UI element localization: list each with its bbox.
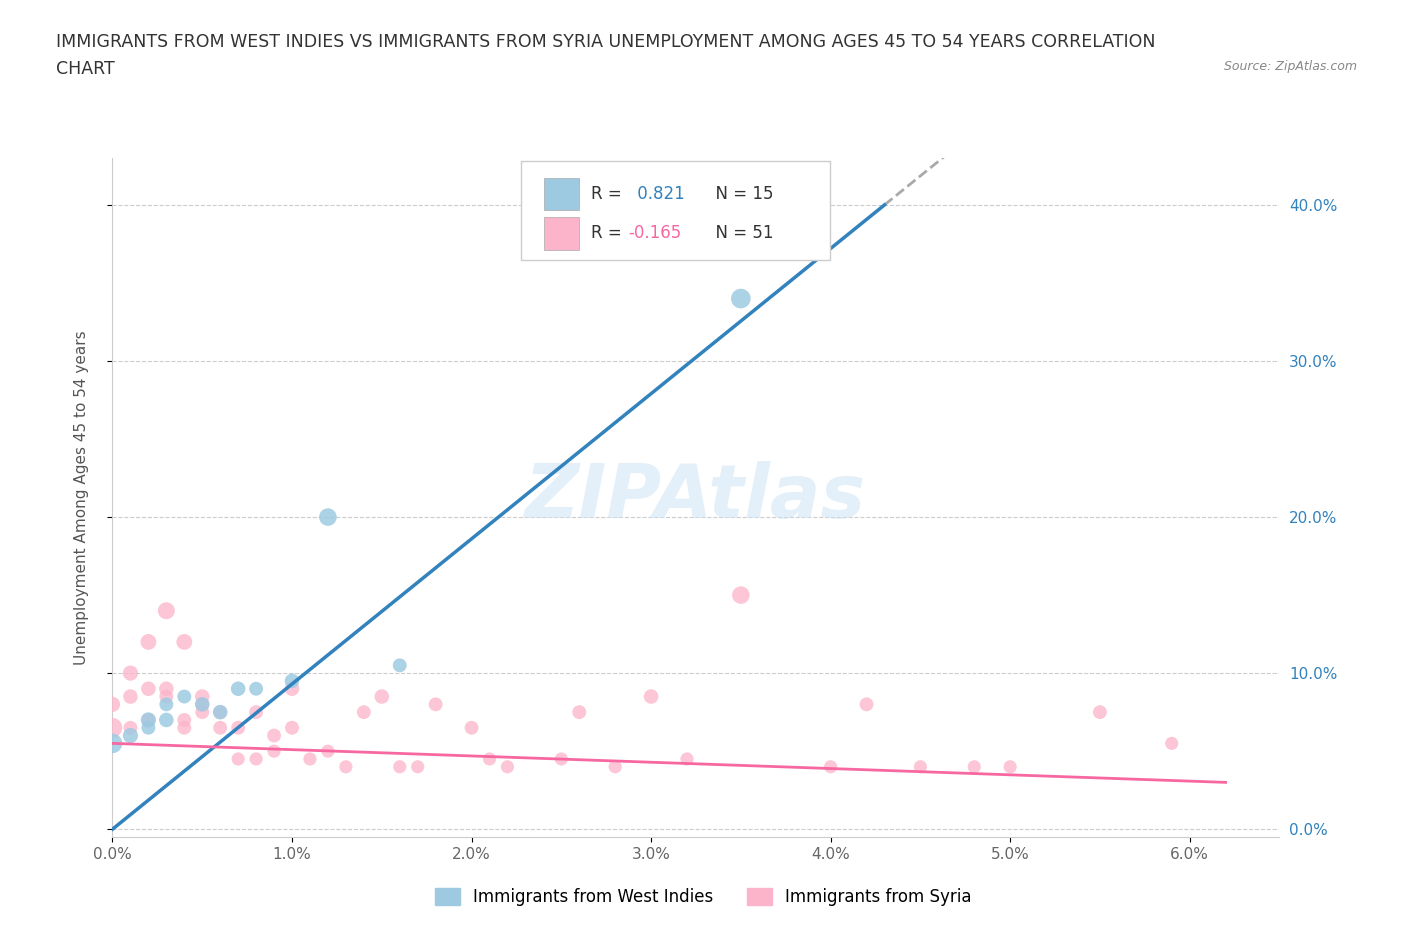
- Point: [138, 634, 160, 649]
- Legend: Immigrants from West Indies, Immigrants from Syria: Immigrants from West Indies, Immigrants …: [427, 881, 979, 912]
- Point: [138, 682, 160, 697]
- Point: [281, 673, 304, 688]
- Point: [263, 744, 285, 759]
- Point: [138, 712, 160, 727]
- Point: [173, 712, 195, 727]
- Point: [226, 721, 249, 736]
- Point: [209, 705, 232, 720]
- Point: [605, 759, 627, 774]
- Point: [209, 721, 232, 736]
- Point: [155, 682, 177, 697]
- Point: [388, 658, 411, 672]
- Text: N = 15: N = 15: [706, 185, 773, 203]
- Y-axis label: Unemployment Among Ages 45 to 54 years: Unemployment Among Ages 45 to 54 years: [75, 330, 89, 665]
- Point: [245, 751, 267, 766]
- Point: [388, 759, 411, 774]
- Point: [460, 721, 482, 736]
- Point: [568, 705, 591, 720]
- Text: R =: R =: [591, 224, 627, 243]
- Point: [155, 604, 177, 618]
- Point: [316, 510, 339, 525]
- Text: CHART: CHART: [56, 60, 115, 78]
- Point: [101, 736, 124, 751]
- Text: IMMIGRANTS FROM WEST INDIES VS IMMIGRANTS FROM SYRIA UNEMPLOYMENT AMONG AGES 45 : IMMIGRANTS FROM WEST INDIES VS IMMIGRANT…: [56, 33, 1156, 50]
- Point: [963, 759, 986, 774]
- Bar: [544, 218, 579, 250]
- Point: [138, 721, 160, 736]
- Point: [730, 588, 752, 603]
- Point: [155, 712, 177, 727]
- Point: [173, 721, 195, 736]
- Point: [281, 682, 304, 697]
- Text: -0.165: -0.165: [628, 224, 682, 243]
- Point: [245, 705, 267, 720]
- Point: [478, 751, 501, 766]
- Point: [676, 751, 699, 766]
- Text: N = 51: N = 51: [706, 224, 773, 243]
- Point: [998, 759, 1021, 774]
- Point: [910, 759, 932, 774]
- Point: [550, 751, 572, 766]
- Text: R =: R =: [591, 185, 627, 203]
- Point: [155, 689, 177, 704]
- FancyBboxPatch shape: [520, 162, 830, 260]
- Point: [173, 689, 195, 704]
- Point: [335, 759, 357, 774]
- Point: [191, 697, 214, 711]
- Point: [496, 759, 519, 774]
- Text: 0.821: 0.821: [631, 185, 685, 203]
- Point: [353, 705, 375, 720]
- Point: [226, 682, 249, 697]
- Point: [120, 728, 142, 743]
- Point: [1160, 736, 1182, 751]
- Point: [191, 705, 214, 720]
- Point: [226, 751, 249, 766]
- Text: Source: ZipAtlas.com: Source: ZipAtlas.com: [1223, 60, 1357, 73]
- Point: [173, 634, 195, 649]
- Point: [101, 721, 124, 736]
- Point: [155, 697, 177, 711]
- Point: [209, 705, 232, 720]
- Point: [191, 689, 214, 704]
- Point: [316, 744, 339, 759]
- Point: [120, 689, 142, 704]
- Point: [281, 721, 304, 736]
- Point: [138, 712, 160, 727]
- Point: [1088, 705, 1111, 720]
- Point: [120, 721, 142, 736]
- Bar: [544, 178, 579, 210]
- Point: [640, 689, 662, 704]
- Point: [263, 728, 285, 743]
- Point: [371, 689, 394, 704]
- Point: [298, 751, 321, 766]
- Point: [101, 697, 124, 711]
- Point: [855, 697, 877, 711]
- Point: [730, 291, 752, 306]
- Point: [425, 697, 447, 711]
- Text: ZIPAtlas: ZIPAtlas: [526, 461, 866, 534]
- Point: [245, 682, 267, 697]
- Point: [120, 666, 142, 681]
- Point: [406, 759, 429, 774]
- Point: [820, 759, 842, 774]
- Point: [191, 697, 214, 711]
